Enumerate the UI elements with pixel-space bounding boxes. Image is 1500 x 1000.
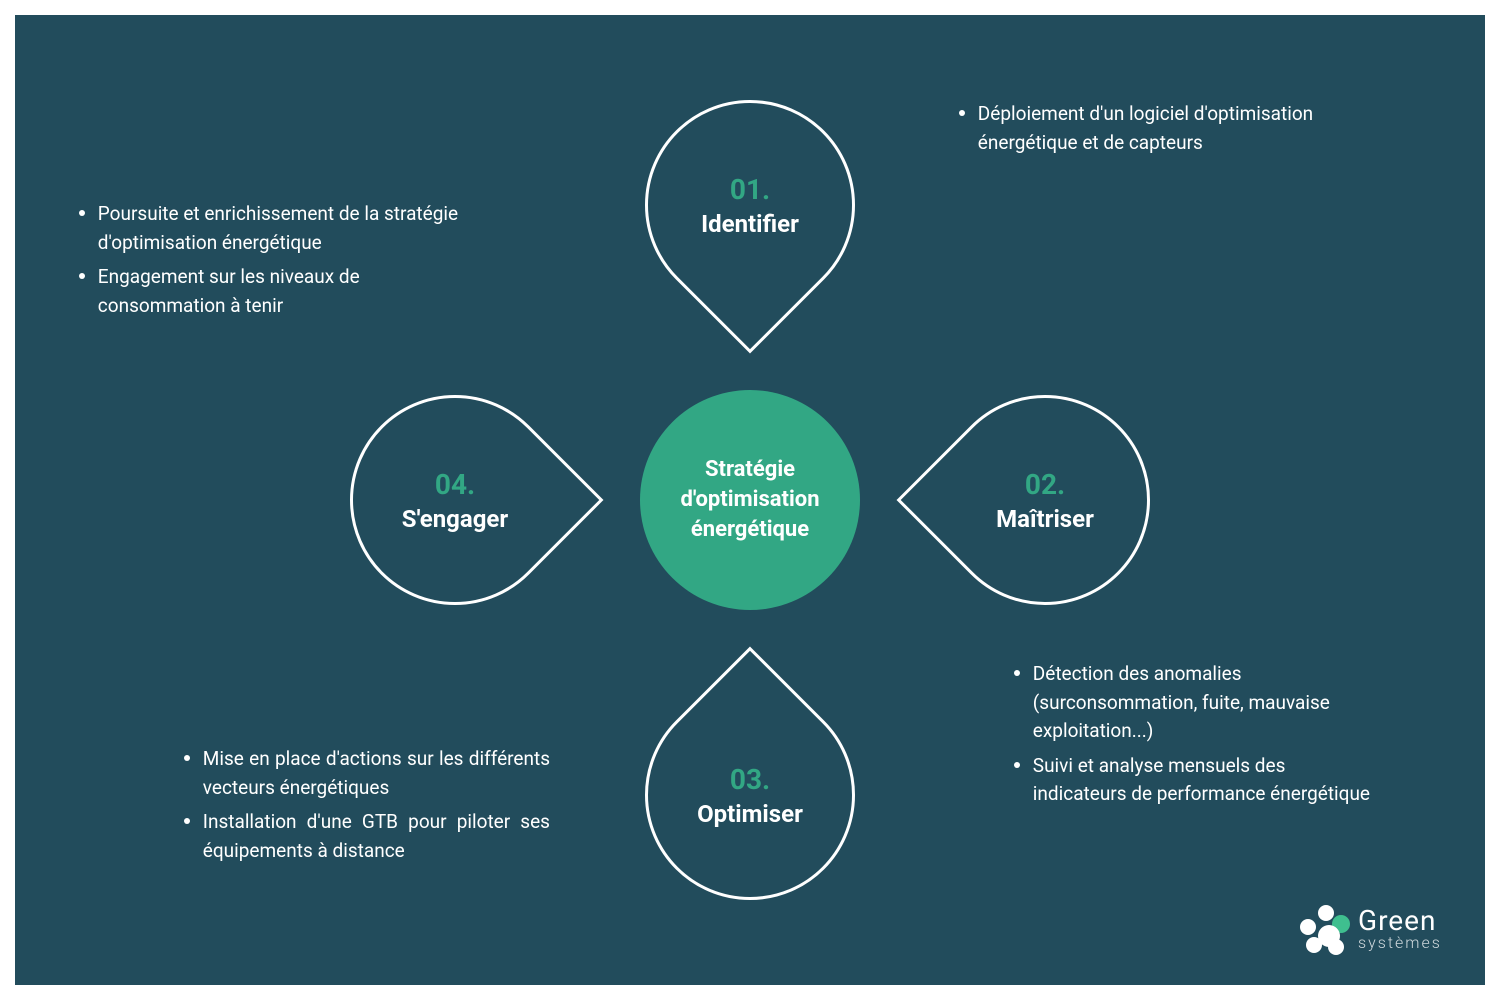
logo-dot	[1318, 905, 1334, 921]
petal-number: 03.	[730, 763, 770, 796]
bullet-list: Poursuite et enrichissement de la straté…	[75, 200, 475, 320]
canvas: Stratégie d'optimisation énergétique 01.…	[0, 0, 1500, 1000]
bullet-item: Installation d'une GTB pour piloter ses …	[203, 808, 550, 865]
petal-right: 02. Maîtriser	[940, 395, 1150, 605]
logo-line2: systèmes	[1358, 935, 1442, 951]
petal-label: 02. Maîtriser	[940, 395, 1150, 605]
petal-title: S'engager	[402, 505, 508, 533]
petal-number: 01.	[730, 173, 770, 206]
bullet-item: Suivi et analyse mensuels des indicateur…	[1033, 752, 1370, 809]
petal-title: Optimiser	[697, 800, 803, 828]
logo-dot	[1300, 919, 1316, 935]
logo-dot	[1306, 937, 1322, 953]
logo-mark	[1300, 905, 1348, 953]
petal-bottom: 03. Optimiser	[645, 690, 855, 900]
logo-text: Green systèmes	[1358, 907, 1442, 951]
center-title: Stratégie d'optimisation énergétique	[640, 455, 860, 544]
bullet-item: Détection des anomalies (surconsommation…	[1033, 660, 1370, 746]
description-left: Poursuite et enrichissement de la straté…	[75, 200, 475, 326]
petal-title: Maîtriser	[996, 505, 1094, 533]
bullet-list: Mise en place d'actions sur les différen…	[180, 745, 550, 865]
petal-top: 01. Identifier	[645, 100, 855, 310]
bullet-item: Poursuite et enrichissement de la straté…	[98, 200, 475, 257]
petal-number: 04.	[435, 468, 475, 501]
petal-left: 04. S'engager	[350, 395, 560, 605]
logo-dot	[1328, 939, 1344, 955]
bullet-list: Détection des anomalies (surconsommation…	[1010, 660, 1370, 809]
center-circle: Stratégie d'optimisation énergétique	[640, 390, 860, 610]
bullet-item: Déploiement d'un logiciel d'optimisation…	[978, 100, 1330, 157]
description-top: Déploiement d'un logiciel d'optimisation…	[955, 100, 1330, 163]
content-frame: Stratégie d'optimisation énergétique 01.…	[15, 15, 1485, 985]
petal-number: 02.	[1025, 468, 1065, 501]
petal-label: 03. Optimiser	[645, 690, 855, 900]
description-bottom: Mise en place d'actions sur les différen…	[180, 745, 550, 871]
bullet-item: Engagement sur les niveaux de consommati…	[98, 263, 475, 320]
brand-logo: Green systèmes	[1300, 905, 1442, 953]
bullet-list: Déploiement d'un logiciel d'optimisation…	[955, 100, 1330, 157]
logo-line1: Green	[1358, 907, 1442, 935]
petal-title: Identifier	[701, 210, 799, 238]
petal-label: 04. S'engager	[350, 395, 560, 605]
petal-label: 01. Identifier	[645, 100, 855, 310]
bullet-item: Mise en place d'actions sur les différen…	[203, 745, 550, 802]
description-right: Détection des anomalies (surconsommation…	[1010, 660, 1370, 815]
